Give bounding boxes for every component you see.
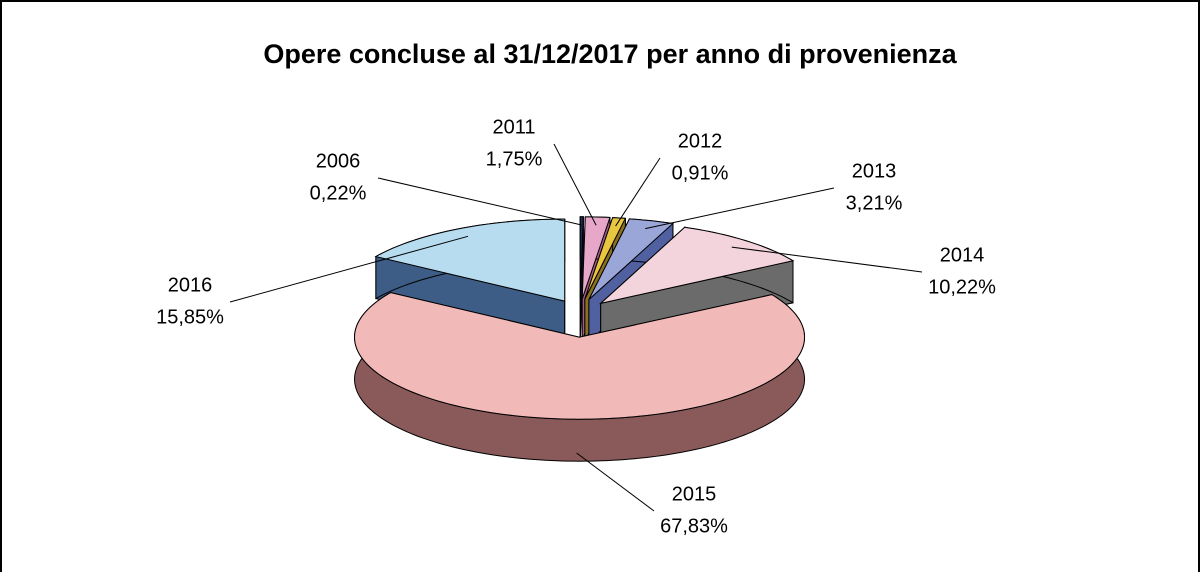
chart-title: Opere concluse al 31/12/2017 per anno di… (263, 39, 957, 69)
slice (354, 292, 806, 420)
leader-line (576, 452, 655, 512)
leader-line (553, 143, 597, 226)
leader-line (615, 157, 661, 227)
slice-label: 2015 (672, 483, 717, 505)
slice-label: 2016 (168, 274, 213, 296)
slice (374, 218, 566, 302)
slice (584, 217, 627, 300)
leader-line (229, 235, 469, 303)
slice (598, 226, 795, 305)
slice-value-label: 15,85% (156, 306, 224, 328)
leader-line (731, 246, 923, 273)
slice-label: 2012 (678, 130, 723, 152)
leader-line (377, 177, 582, 226)
leader-line (645, 187, 835, 230)
slice (588, 218, 675, 300)
slice-value-label: 0,91% (672, 162, 729, 184)
slice-value-label: 1,75% (486, 148, 543, 170)
slice-value-label: 0,22% (310, 182, 367, 204)
slice (579, 216, 584, 299)
slice (581, 216, 611, 300)
slice-label: 2011 (492, 116, 535, 138)
slice-value-label: 10,22% (928, 276, 996, 298)
slice-value-label: 67,83% (660, 515, 728, 537)
slice-value-label: 3,21% (846, 192, 903, 214)
slice-label: 2014 (940, 244, 985, 266)
slice-label: 2013 (852, 160, 897, 182)
slice-label: 2006 (316, 150, 361, 172)
